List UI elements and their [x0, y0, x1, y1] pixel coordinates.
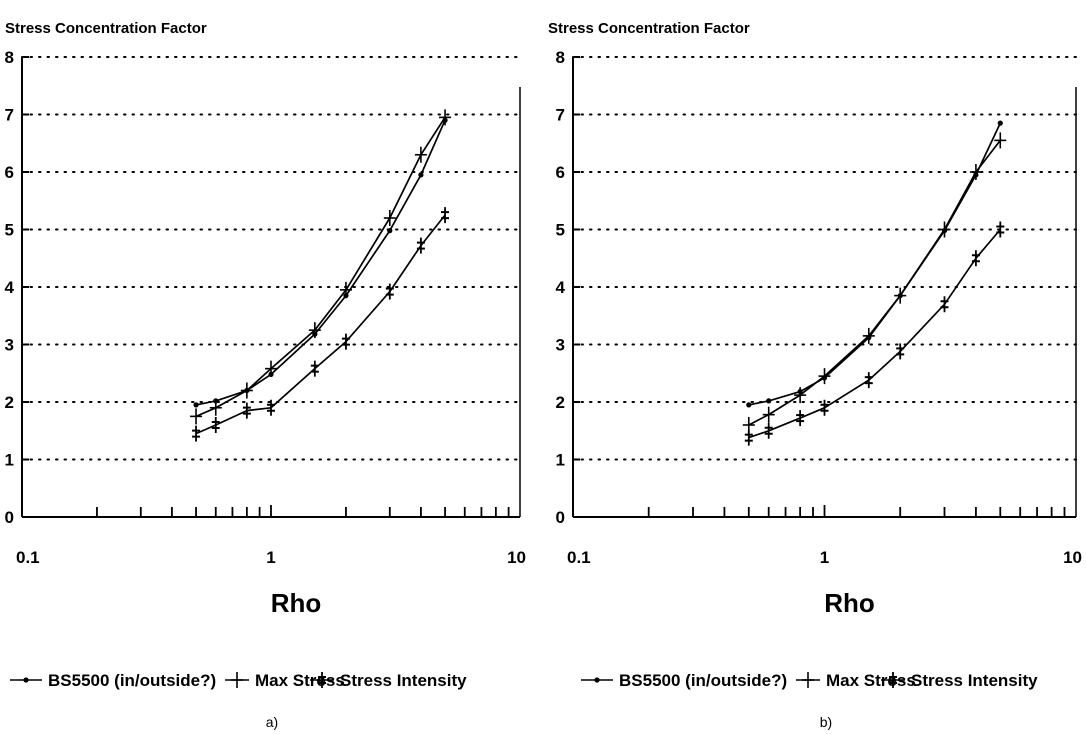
- panel-label: b): [820, 714, 832, 730]
- marker-dot: [766, 398, 772, 404]
- y-tick-label: 0: [556, 508, 565, 527]
- marker-dot: [387, 228, 393, 234]
- chart-panel-a: Stress Concentration Factor 0 1 2 3 4 5 6 7 8 0.1 1…: [5, 20, 526, 730]
- y-tick-label: 1: [556, 451, 565, 470]
- y-axis-title: Stress Concentration Factor: [548, 20, 750, 37]
- panel-label: a): [266, 714, 278, 730]
- legend-label: Stress Intensity: [340, 671, 467, 690]
- x-tick-label: 1: [820, 548, 829, 567]
- x-tick-label: 10: [1063, 548, 1082, 567]
- chart-svg-a: Stress Concentration Factor 0 1 2 3 4 5 6 7 8 0.1 1…: [5, 20, 526, 730]
- chart-panel-b: Stress Concentration Factor 0 1 2 3 4 5 6 7 8 0.1 1…: [543, 0, 1086, 735]
- marker-dot: [997, 120, 1003, 126]
- x-tick-label: 10: [507, 548, 526, 567]
- marker-dot: [23, 677, 29, 683]
- y-tick-label: 2: [5, 393, 14, 412]
- y-tick-label: 8: [556, 48, 565, 67]
- x-tick-label: 0.1: [567, 548, 591, 567]
- y-tick-label: 3: [5, 336, 14, 355]
- y-axis-title: Stress Concentration Factor: [5, 20, 207, 37]
- legend-label: BS5500 (in/outside?): [619, 671, 787, 690]
- x-tick-label: 1: [266, 548, 275, 567]
- marker-dot: [746, 402, 752, 408]
- y-tick-label: 4: [5, 278, 15, 297]
- marker-dot: [193, 402, 199, 408]
- chart-svg-b: Stress Concentration Factor 0 1 2 3 4 5 6 7 8 0.1 1…: [548, 20, 1082, 730]
- series-line-0: [195, 119, 446, 406]
- y-tick-label: 4: [556, 278, 566, 297]
- y-tick-label: 7: [556, 106, 565, 125]
- y-tick-label: 3: [556, 336, 565, 355]
- y-tick-label: 7: [5, 106, 14, 125]
- series-line-1: [748, 139, 1001, 426]
- legend-label: BS5500 (in/outside?): [48, 671, 216, 690]
- y-tick-label: 6: [5, 163, 14, 182]
- y-tick-label: 5: [5, 221, 14, 240]
- y-tick-label: 0: [5, 508, 14, 527]
- series-line-0: [748, 122, 1002, 406]
- x-axis-title: Rho: [824, 588, 875, 618]
- series-line-2: [195, 214, 446, 435]
- y-tick-label: 8: [5, 48, 14, 67]
- series-line-2: [748, 228, 1001, 439]
- marker-dot: [594, 677, 600, 683]
- series-line-1: [195, 116, 446, 418]
- y-tick-label: 5: [556, 221, 565, 240]
- x-tick-label: 0.1: [16, 548, 40, 567]
- marker-dot: [418, 172, 424, 178]
- y-tick-label: 2: [556, 393, 565, 412]
- x-axis-title: Rho: [271, 588, 322, 618]
- legend-label: Stress Intensity: [911, 671, 1038, 690]
- y-tick-label: 6: [556, 163, 565, 182]
- y-tick-label: 1: [5, 451, 14, 470]
